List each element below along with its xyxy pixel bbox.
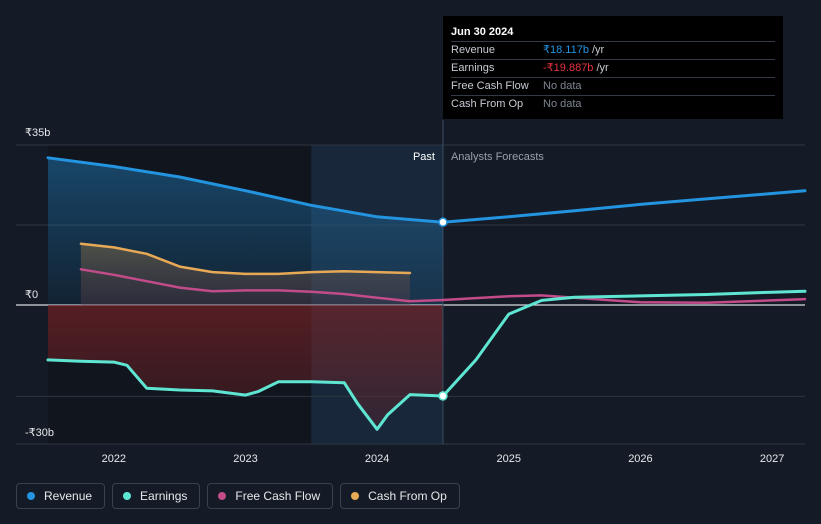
x-tick-label: 2025 bbox=[497, 453, 521, 465]
y-tick-label: -₹30b bbox=[25, 427, 54, 439]
earnings-line bbox=[46, 289, 807, 431]
x-tick-label: 2023 bbox=[233, 453, 257, 465]
tooltip-row-free-cash-flow: Free Cash Flow No data bbox=[451, 77, 775, 95]
legend-dot-icon bbox=[123, 492, 132, 500]
tooltip-date: Jun 30 2024 bbox=[451, 26, 514, 38]
legend-dot-icon bbox=[351, 492, 360, 500]
cash-from-op-line bbox=[79, 242, 412, 276]
y-tick-label: ₹0 bbox=[25, 289, 38, 301]
legend-dot-icon bbox=[27, 492, 35, 500]
earnings-marker bbox=[438, 391, 448, 401]
legend-item-free-cash-flow[interactable]: Free Cash Flow bbox=[207, 483, 334, 509]
legend-item-revenue[interactable]: Revenue bbox=[16, 483, 106, 509]
earnings-area bbox=[48, 305, 443, 430]
y-tick-label: ₹35b bbox=[25, 127, 50, 139]
legend-label: Earnings bbox=[140, 489, 188, 503]
x-tick-label: 2026 bbox=[628, 453, 652, 465]
tooltip-value: -₹19.887b bbox=[543, 62, 594, 74]
x-tick-label: 2027 bbox=[760, 453, 784, 465]
x-tick-label: 2022 bbox=[102, 453, 126, 465]
legend: Revenue Earnings Free Cash Flow Cash Fro… bbox=[16, 483, 460, 511]
tooltip-value: No data bbox=[543, 98, 582, 110]
tooltip: Jun 30 2024 Revenue ₹18.117b /yr Earning… bbox=[443, 16, 783, 119]
chart: ₹35b ₹0 -₹30b 2022 2023 2024 2025 2026 2027 Past A… bbox=[16, 120, 807, 465]
tooltip-label: Earnings bbox=[451, 62, 495, 74]
forecast-label: Analysts Forecasts bbox=[451, 151, 544, 163]
legend-label: Free Cash Flow bbox=[235, 489, 321, 503]
revenue-marker bbox=[438, 217, 448, 227]
past-label: Past bbox=[413, 151, 435, 163]
tooltip-unit: /yr bbox=[596, 62, 609, 74]
tooltip-label: Revenue bbox=[451, 44, 496, 56]
tooltip-value: ₹18.117b bbox=[543, 44, 589, 56]
legend-dot-icon bbox=[218, 492, 227, 500]
tooltip-value: No data bbox=[543, 80, 582, 92]
legend-label: Cash From Op bbox=[368, 489, 447, 503]
tooltip-row-cash-from-op: Cash From Op No data bbox=[451, 95, 775, 113]
tooltip-label: Cash From Op bbox=[451, 98, 524, 110]
legend-item-earnings[interactable]: Earnings bbox=[112, 483, 201, 509]
x-tick-label: 2024 bbox=[365, 453, 389, 465]
legend-item-cash-from-op[interactable]: Cash From Op bbox=[340, 483, 460, 509]
legend-label: Revenue bbox=[44, 489, 93, 503]
tooltip-row-earnings: Earnings -₹19.887b /yr bbox=[451, 59, 775, 77]
tooltip-unit: /yr bbox=[591, 44, 605, 56]
free-cash-flow-line bbox=[79, 268, 807, 304]
tooltip-label: Free Cash Flow bbox=[451, 80, 529, 92]
tooltip-row-revenue: Revenue ₹18.117b /yr bbox=[451, 41, 775, 59]
